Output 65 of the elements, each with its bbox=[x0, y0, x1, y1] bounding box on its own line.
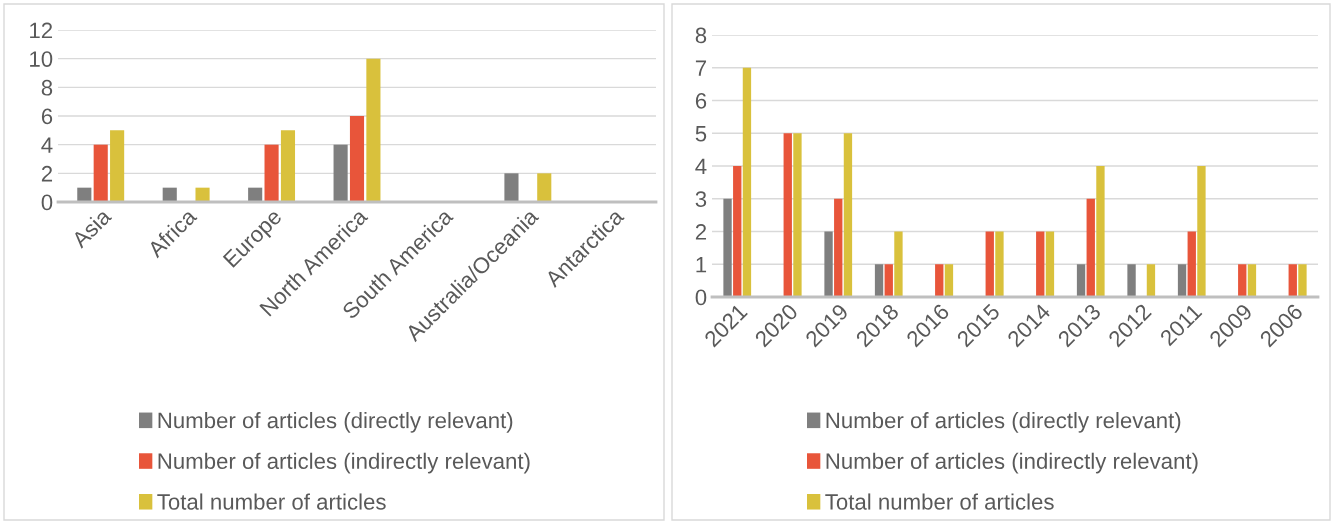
bar bbox=[248, 187, 263, 202]
y-tick-label: 2 bbox=[41, 165, 53, 182]
y-tick-label: 3 bbox=[695, 191, 707, 208]
bar bbox=[944, 264, 954, 297]
bar bbox=[1036, 231, 1045, 297]
bar bbox=[1045, 231, 1055, 297]
y-tick-label: 8 bbox=[41, 79, 53, 96]
bar bbox=[280, 130, 296, 202]
bar bbox=[834, 198, 843, 297]
y-tick-label: 6 bbox=[41, 108, 53, 125]
bar bbox=[1298, 264, 1307, 297]
legend-label: Number of articles (directly relevant) bbox=[158, 412, 513, 433]
y-tick-label: 2 bbox=[695, 224, 707, 240]
bar bbox=[333, 144, 348, 202]
bar bbox=[995, 231, 1004, 297]
bar bbox=[884, 264, 893, 297]
legend-label: Number of articles (indirectly relevant) bbox=[158, 452, 530, 474]
y-tick-label: 7 bbox=[695, 60, 707, 76]
bar bbox=[733, 166, 742, 297]
y-tick-label: 12 bbox=[30, 22, 53, 39]
bar bbox=[894, 231, 903, 297]
y-tick-label: 4 bbox=[41, 137, 53, 153]
bar bbox=[1288, 264, 1297, 297]
bar bbox=[935, 264, 944, 297]
bar bbox=[1146, 264, 1156, 297]
y-tick-label: 8 bbox=[695, 27, 707, 44]
bar bbox=[77, 187, 92, 202]
bar bbox=[1076, 264, 1086, 297]
y-tick-label: 0 bbox=[41, 194, 53, 211]
bar bbox=[1238, 264, 1247, 297]
bar bbox=[349, 116, 365, 202]
bar bbox=[1086, 198, 1095, 297]
bar bbox=[1247, 264, 1257, 297]
bar bbox=[504, 173, 519, 202]
bar bbox=[264, 144, 279, 202]
bar bbox=[195, 187, 210, 202]
bar bbox=[874, 264, 884, 297]
bar bbox=[366, 58, 381, 202]
x-tick-label: Asia bbox=[70, 206, 113, 249]
bar bbox=[793, 133, 802, 297]
bar bbox=[783, 133, 792, 297]
legend-label: Number of articles (indirectly relevant) bbox=[826, 452, 1198, 474]
bar bbox=[1177, 264, 1187, 297]
bar bbox=[1187, 231, 1196, 297]
y-tick-label: 1 bbox=[696, 257, 707, 273]
bar bbox=[843, 133, 853, 297]
y-tick-label: 0 bbox=[695, 289, 707, 306]
y-tick-label: 6 bbox=[695, 93, 707, 109]
legend-label: Number of articles (directly relevant) bbox=[826, 412, 1181, 433]
bar bbox=[93, 144, 108, 202]
y-tick-label: 10 bbox=[30, 51, 53, 67]
bar bbox=[824, 231, 833, 297]
bar bbox=[1127, 264, 1136, 297]
bar bbox=[537, 173, 552, 202]
bar bbox=[162, 187, 177, 202]
bar bbox=[742, 67, 752, 297]
bar bbox=[1096, 166, 1105, 297]
bar bbox=[110, 130, 125, 202]
bar bbox=[985, 231, 994, 297]
bar bbox=[1197, 166, 1206, 297]
legend-label: Total number of articles bbox=[825, 493, 1054, 510]
bar bbox=[723, 198, 732, 297]
legend-label: Total number of articles bbox=[157, 493, 386, 510]
y-tick-label: 4 bbox=[695, 158, 707, 175]
y-tick-label: 5 bbox=[695, 126, 707, 142]
